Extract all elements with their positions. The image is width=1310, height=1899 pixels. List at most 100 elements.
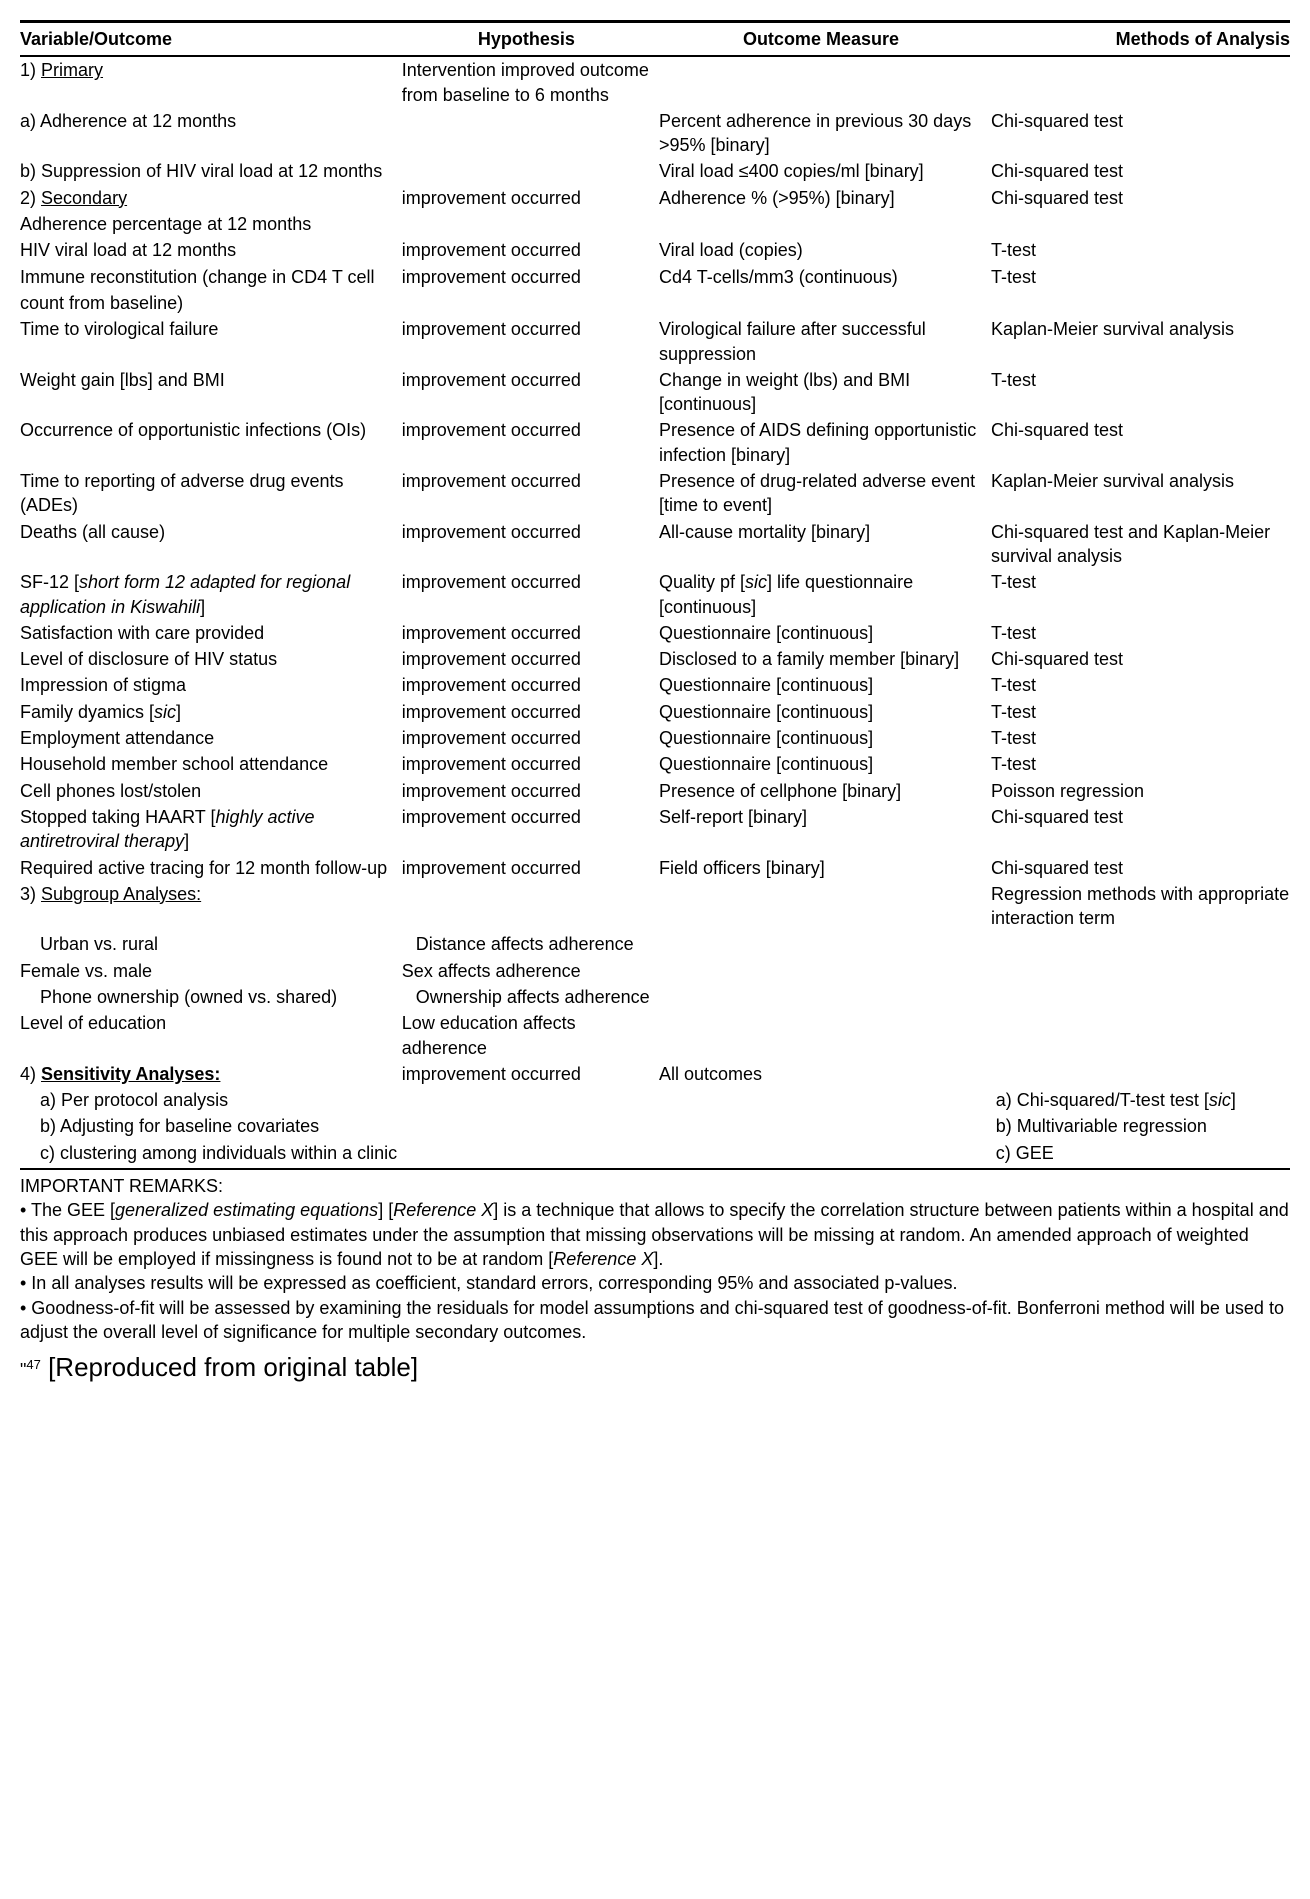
cell-outcome: [669, 1141, 996, 1165]
footer-line: "47 [Reproduced from original table]: [20, 1350, 1290, 1385]
cell-methods: [991, 58, 1290, 107]
cell-methods: [991, 1011, 1290, 1060]
cell-outcome: Viral load (copies): [659, 238, 991, 262]
cell-outcome: [659, 882, 991, 931]
cell-methods: Chi-squared test: [991, 805, 1290, 854]
cell-variable: Adherence percentage at 12 months: [20, 212, 402, 236]
cell-methods: [991, 1062, 1290, 1086]
cell-variable: c) clustering among individuals within a…: [20, 1141, 416, 1165]
table-row: Level of disclosure of HIV statusimprove…: [20, 646, 1290, 672]
table-row: Phone ownership (owned vs. shared)Owners…: [20, 984, 1290, 1010]
table-row: Required active tracing for 12 month fol…: [20, 855, 1290, 881]
cell-variable: a) Per protocol analysis: [20, 1088, 416, 1112]
cell-hypothesis: improvement occurred: [402, 1062, 659, 1086]
cell-methods: T-test: [991, 570, 1290, 619]
cell-methods: [991, 291, 1290, 315]
cell-methods: b) Multivariable regression: [996, 1114, 1290, 1138]
table-row: b) Adjusting for baseline covariates b) M…: [20, 1113, 1290, 1139]
cell-variable: Time to reporting of adverse drug events…: [20, 469, 402, 518]
cell-methods: Chi-squared test: [991, 186, 1290, 210]
table-row: Time to virological failureimprovement o…: [20, 316, 1290, 367]
header-variable: Variable/Outcome: [20, 27, 402, 51]
cell-methods: Kaplan-Meier survival analysis: [991, 469, 1290, 518]
table-row: Impression of stigmaimprovement occurred…: [20, 672, 1290, 698]
cell-methods: [991, 959, 1290, 983]
cell-methods: Chi-squared test: [991, 418, 1290, 467]
table-row: count from baseline): [20, 290, 1290, 316]
cell-outcome: Presence of cellphone [binary]: [659, 779, 991, 803]
cell-outcome: Percent adherence in previous 30 days >9…: [659, 109, 991, 158]
cell-hypothesis: [416, 1114, 669, 1138]
header-hypothesis: Hypothesis: [402, 27, 659, 51]
header-methods: Methods of Analysis: [991, 27, 1290, 51]
cell-hypothesis: improvement occurred: [402, 520, 659, 569]
cell-outcome: Quality pf [sic] life questionnaire [con…: [659, 570, 991, 619]
table-row: 1) PrimaryIntervention improved outcome …: [20, 57, 1290, 108]
footer-reproduced: [Reproduced from original table]: [41, 1352, 418, 1382]
cell-hypothesis: improvement occurred: [402, 265, 659, 289]
cell-outcome: [669, 932, 996, 956]
table-row: 4) Sensitivity Analyses:improvement occu…: [20, 1061, 1290, 1087]
table-row: Urban vs. ruralDistance affects adherenc…: [20, 931, 1290, 957]
cell-variable: count from baseline): [20, 291, 402, 315]
cell-variable: Phone ownership (owned vs. shared): [20, 985, 416, 1009]
cell-outcome: Questionnaire [continuous]: [659, 752, 991, 776]
cell-variable: Weight gain [lbs] and BMI: [20, 368, 402, 417]
cell-hypothesis: improvement occurred: [402, 647, 659, 671]
cell-hypothesis: improvement occurred: [402, 856, 659, 880]
cell-hypothesis: Distance affects adherence: [416, 932, 669, 956]
cell-variable: Immune reconstitution (change in CD4 T c…: [20, 265, 402, 289]
cell-methods: Chi-squared test: [991, 159, 1290, 183]
table-row: Female vs. maleSex affects adherence: [20, 958, 1290, 984]
table-row: Level of educationLow education affects …: [20, 1010, 1290, 1061]
cell-hypothesis: [402, 109, 659, 158]
cell-variable: a) Adherence at 12 months: [20, 109, 402, 158]
cell-hypothesis: improvement occurred: [402, 621, 659, 645]
cell-hypothesis: Sex affects adherence: [402, 959, 659, 983]
cell-outcome: All outcomes: [659, 1062, 991, 1086]
cell-hypothesis: Ownership affects adherence: [416, 985, 669, 1009]
cell-hypothesis: improvement occurred: [402, 673, 659, 697]
cell-variable: b) Adjusting for baseline covariates: [20, 1114, 416, 1138]
cell-hypothesis: improvement occurred: [402, 368, 659, 417]
cell-outcome: Adherence % (>95%) [binary]: [659, 186, 991, 210]
cell-variable: b) Suppression of HIV viral load at 12 m…: [20, 159, 402, 183]
cell-hypothesis: [402, 159, 659, 183]
cell-hypothesis: [402, 291, 659, 315]
cell-hypothesis: [402, 882, 659, 931]
cell-outcome: Questionnaire [continuous]: [659, 673, 991, 697]
table-header-row: Variable/Outcome Hypothesis Outcome Meas…: [20, 20, 1290, 57]
cell-methods: Kaplan-Meier survival analysis: [991, 317, 1290, 366]
table-row: HIV viral load at 12 monthsimprovement o…: [20, 237, 1290, 263]
cell-hypothesis: improvement occurred: [402, 726, 659, 750]
remarks-bullet-1: • The GEE [generalized estimating equati…: [20, 1198, 1290, 1271]
table-row: Cell phones lost/stolenimprovement occur…: [20, 778, 1290, 804]
cell-variable: Deaths (all cause): [20, 520, 402, 569]
cell-variable: Required active tracing for 12 month fol…: [20, 856, 402, 880]
cell-methods: [996, 985, 1290, 1009]
cell-variable: Female vs. male: [20, 959, 402, 983]
cell-outcome: Viral load ≤400 copies/ml [binary]: [659, 159, 991, 183]
table-row: SF-12 [short form 12 adapted for regiona…: [20, 569, 1290, 620]
cell-hypothesis: improvement occurred: [402, 805, 659, 854]
cell-outcome: Questionnaire [continuous]: [659, 726, 991, 750]
cell-variable: Household member school attendance: [20, 752, 402, 776]
footer-superscript: 47: [26, 1357, 40, 1372]
table-row: Time to reporting of adverse drug events…: [20, 468, 1290, 519]
cell-outcome: [659, 291, 991, 315]
cell-variable: Occurrence of opportunistic infections (…: [20, 418, 402, 467]
cell-methods: [996, 932, 1290, 956]
cell-variable: SF-12 [short form 12 adapted for regiona…: [20, 570, 402, 619]
cell-variable: 2) Secondary: [20, 186, 402, 210]
cell-hypothesis: improvement occurred: [402, 317, 659, 366]
cell-methods: Chi-squared test: [991, 109, 1290, 158]
table-row: Occurrence of opportunistic infections (…: [20, 417, 1290, 468]
table-body: 1) PrimaryIntervention improved outcome …: [20, 57, 1290, 1166]
cell-outcome: [659, 212, 991, 236]
cell-outcome: Self-report [binary]: [659, 805, 991, 854]
cell-outcome: Questionnaire [continuous]: [659, 621, 991, 645]
cell-hypothesis: improvement occurred: [402, 779, 659, 803]
cell-outcome: Presence of AIDS defining opportunistic …: [659, 418, 991, 467]
cell-methods: [991, 212, 1290, 236]
cell-variable: Urban vs. rural: [20, 932, 416, 956]
